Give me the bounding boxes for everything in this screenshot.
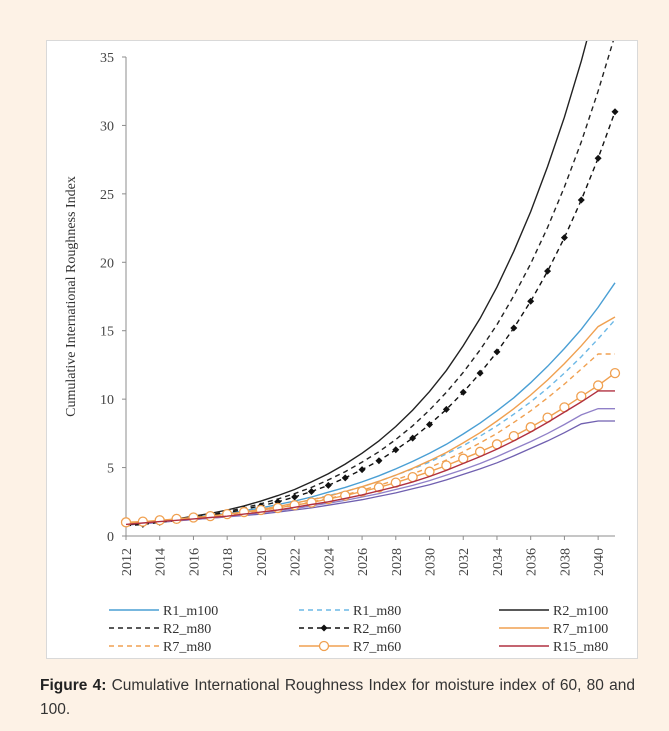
point-r7-m60: [576, 391, 587, 402]
caption-text: Cumulative International Roughness Index…: [40, 677, 635, 718]
point-r2-m60: [291, 493, 299, 501]
point-r7-m60: [238, 506, 250, 518]
x-tick-label: 2014: [154, 548, 169, 576]
point-r2-m60: [392, 446, 400, 454]
point-r7-m60: [222, 508, 233, 520]
point-r2-m60: [594, 154, 602, 162]
point-r2-m60: [510, 324, 518, 332]
point-r7-m60: [120, 517, 132, 528]
point-r2-m60: [409, 434, 417, 442]
y-tick-label: 20: [100, 256, 114, 271]
point-r2-m60: [527, 297, 535, 305]
x-tick-label: 2020: [255, 548, 270, 576]
point-r2-m60: [341, 474, 349, 482]
point-r2-m60: [493, 348, 501, 356]
x-tick-label: 2018: [221, 548, 236, 576]
legend-label-r1-m80: R1_m80: [353, 604, 401, 619]
series-line-r15-m80: [126, 390, 615, 526]
point-r7-m60: [592, 380, 604, 391]
y-tick-label: 15: [100, 325, 114, 340]
figure-caption: Figure 4: Cumulative International Rough…: [40, 674, 635, 722]
point-r2-m60: [442, 405, 450, 413]
y-tick-label: 10: [100, 393, 114, 408]
y-tick-label: 25: [100, 188, 114, 203]
x-tick-label: 2034: [491, 548, 506, 576]
point-r2-m60: [476, 369, 484, 377]
legend-label-r7-m60: R7_m60: [353, 640, 401, 655]
y-tick-label: 30: [100, 119, 114, 134]
legend-label-r7-m80: R7_m80: [163, 640, 211, 655]
x-tick-label: 2026: [356, 548, 371, 576]
point-r7-m60: [137, 516, 149, 527]
x-tick-label: 2028: [390, 548, 405, 576]
legend-marker-r7-m60: [318, 640, 330, 652]
point-r2-m60: [426, 420, 434, 428]
x-tick-label: 2030: [424, 548, 439, 576]
point-r2-m60: [324, 481, 332, 489]
legend-label-r2-m80: R2_m80: [163, 622, 211, 637]
legend-marker-r2-m60: [320, 624, 328, 632]
point-r7-m60: [205, 511, 216, 522]
legend-label-r1-m100: R1_m100: [163, 604, 218, 619]
point-r7-m60: [154, 515, 165, 526]
x-tick-label: 2040: [592, 548, 607, 576]
series-line-r2-m60: [126, 111, 616, 527]
point-r7-m60: [609, 367, 621, 379]
legend-label-r2-m100: R2_m100: [553, 604, 608, 619]
y-tick-label: 5: [107, 462, 114, 477]
figure-panel: 0 5 10 15 20 25 30 35 2012 2014 2016 2018 2020 2022 20…: [8, 8, 659, 722]
legend-label-r15-m80: R15_m80: [553, 640, 608, 655]
point-r2-m60: [560, 234, 568, 242]
legend-label-r7-m100: R7_m100: [553, 622, 608, 637]
point-r2-m60: [611, 108, 619, 116]
x-tick-label: 2036: [525, 548, 540, 576]
y-tick-label: 35: [100, 51, 114, 66]
chart-area: 0 5 10 15 20 25 30 35 2012 2014 2016 2018 2020 2022 20…: [46, 40, 638, 659]
x-tick-label: 2012: [120, 548, 135, 576]
point-r2-m60: [307, 488, 315, 496]
x-tick-label: 2038: [558, 548, 573, 576]
x-tick-label: 2032: [457, 548, 472, 576]
caption-label: Figure 4:: [40, 677, 107, 694]
point-r2-m60: [375, 457, 383, 465]
y-tick-label: 0: [107, 530, 114, 545]
x-tick-label: 2024: [322, 548, 337, 576]
point-r2-m60: [459, 388, 467, 396]
point-r7-m60: [171, 513, 182, 525]
legend-label-r2-m60: R2_m60: [353, 622, 401, 637]
line-chart: 0 5 10 15 20 25 30 35 2012 2014 2016 2018 2020 2022 20…: [64, 41, 621, 655]
y-axis-label: Cumulative International Roughness Index: [64, 176, 79, 417]
point-r2-m60: [577, 196, 585, 204]
point-r2-m60: [544, 267, 552, 275]
point-r7-m60: [188, 512, 199, 523]
point-r2-m60: [358, 466, 366, 474]
x-tick-label: 2022: [289, 548, 304, 576]
x-tick-label: 2016: [187, 548, 202, 576]
